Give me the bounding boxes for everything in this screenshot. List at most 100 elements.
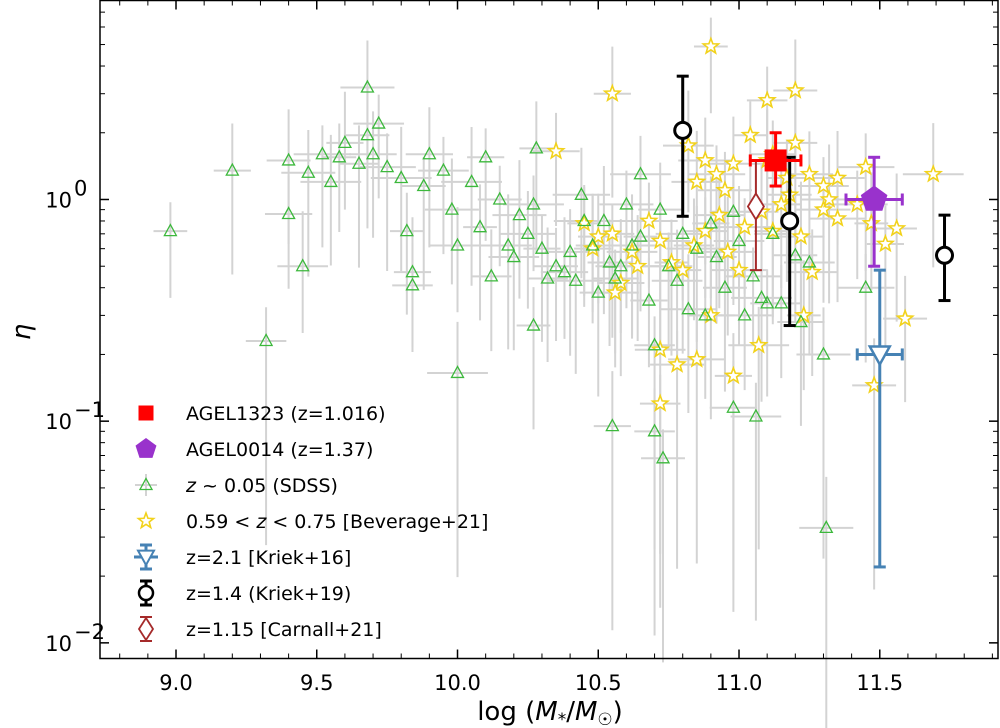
beverage-point bbox=[847, 194, 868, 213]
sdss-point bbox=[436, 162, 451, 176]
beverage-point bbox=[602, 83, 623, 103]
sdss-point bbox=[360, 79, 375, 93]
y-tick-label: 10 bbox=[45, 188, 72, 212]
beverage-point bbox=[695, 220, 716, 240]
legend-kriek16-marker bbox=[136, 549, 156, 568]
sdss-point bbox=[709, 249, 724, 263]
kriek19-point bbox=[935, 245, 955, 265]
sdss-point bbox=[655, 450, 671, 464]
sdss-point bbox=[748, 408, 764, 422]
sdss-point bbox=[225, 162, 240, 176]
sdss-point bbox=[574, 186, 589, 200]
sdss-point bbox=[819, 520, 834, 534]
sdss-point bbox=[737, 307, 752, 321]
sdss-point bbox=[548, 258, 564, 272]
beverage-point bbox=[650, 230, 670, 250]
sdss-point bbox=[295, 258, 310, 272]
sdss-point bbox=[681, 301, 696, 315]
x-axis-label-mass: M bbox=[535, 697, 557, 727]
sdss-point bbox=[337, 135, 353, 149]
beverage-point bbox=[827, 167, 848, 187]
y-tick-label: 10 bbox=[45, 632, 72, 656]
beverage-point bbox=[923, 163, 944, 183]
y-tick-exponent: −1 bbox=[74, 398, 105, 422]
featured-points bbox=[673, 74, 955, 569]
sdss-point bbox=[641, 292, 657, 306]
carnall-point bbox=[746, 191, 765, 222]
beverage-point bbox=[813, 175, 834, 195]
beverage-point bbox=[791, 226, 811, 245]
sdss-point bbox=[726, 399, 741, 413]
sdss-point bbox=[675, 225, 690, 239]
sdss-point bbox=[619, 196, 634, 210]
sdss-point bbox=[365, 146, 381, 160]
y-tick-exponent: 0 bbox=[74, 176, 87, 200]
sdss-point bbox=[774, 295, 789, 309]
legend-label-kriek16: z=2.1 [Kriek+16] bbox=[186, 547, 351, 569]
sdss-point bbox=[591, 284, 606, 298]
sdss-point bbox=[563, 244, 578, 258]
sdss-point bbox=[281, 152, 296, 166]
beverage-point bbox=[813, 199, 834, 218]
legend-label-sdss: z ~ 0.05 (SDSS) bbox=[185, 475, 338, 497]
legend-label-part: < 0.75 [Beverage+21] bbox=[266, 511, 488, 533]
beverage-point bbox=[895, 308, 915, 327]
legend-beverage-marker bbox=[136, 510, 156, 530]
sdss-point bbox=[703, 215, 718, 229]
agel1323-point bbox=[764, 149, 787, 172]
sdss-points bbox=[163, 79, 873, 534]
sdss-point bbox=[405, 264, 420, 278]
beverage-point bbox=[861, 213, 882, 232]
sdss-point bbox=[613, 258, 628, 272]
x-tick-label: 10.5 bbox=[575, 671, 622, 695]
sdss-point bbox=[472, 219, 488, 233]
sdss-point bbox=[380, 159, 395, 173]
sdss-point bbox=[745, 268, 761, 282]
beverage-point bbox=[723, 365, 744, 385]
sdss-point bbox=[492, 191, 507, 205]
sdss-point bbox=[754, 289, 769, 303]
sdss-point bbox=[793, 314, 809, 328]
sdss-point bbox=[568, 272, 583, 286]
sdss-point bbox=[585, 237, 600, 251]
x-tick-label: 11.0 bbox=[716, 671, 763, 695]
beverage-point bbox=[715, 180, 735, 199]
sdss-point bbox=[647, 423, 662, 437]
sdss-point bbox=[605, 418, 620, 432]
sdss-point bbox=[450, 365, 465, 379]
sdss-point bbox=[760, 295, 775, 309]
sdss-point bbox=[624, 237, 640, 251]
sdss-point bbox=[464, 174, 479, 188]
agel0014-point bbox=[860, 185, 888, 211]
legend-label-part: z bbox=[185, 475, 197, 497]
x-axis-label-msun: M bbox=[575, 697, 597, 727]
x-tick-label: 11.5 bbox=[856, 671, 903, 695]
sdss-point bbox=[816, 346, 831, 360]
sdss-point bbox=[633, 166, 648, 180]
sdss-point bbox=[301, 164, 316, 178]
beverage-point bbox=[627, 255, 648, 275]
sdss-point bbox=[512, 207, 527, 221]
sdss-point bbox=[661, 258, 676, 272]
beverage-point bbox=[785, 80, 806, 99]
beverage-point bbox=[546, 140, 566, 160]
beverage-point bbox=[588, 226, 609, 245]
beverage-point bbox=[701, 36, 721, 55]
y-axis-label: η bbox=[7, 324, 37, 340]
beverage-point bbox=[757, 90, 777, 109]
sdss-point bbox=[647, 337, 662, 351]
beverage-point bbox=[582, 238, 603, 257]
beverage-point bbox=[875, 233, 896, 253]
sdss-point bbox=[371, 115, 386, 129]
sdss-point bbox=[669, 272, 685, 286]
sdss-point bbox=[717, 279, 733, 293]
legend-label-part: 0.59 < bbox=[186, 511, 256, 533]
beverage-points bbox=[546, 36, 944, 412]
sdss-point bbox=[633, 228, 648, 242]
beverage-point bbox=[605, 282, 625, 301]
beverage-point bbox=[684, 235, 704, 254]
legend-label-agel1323: AGEL1323 (z=1.016) bbox=[186, 403, 385, 425]
